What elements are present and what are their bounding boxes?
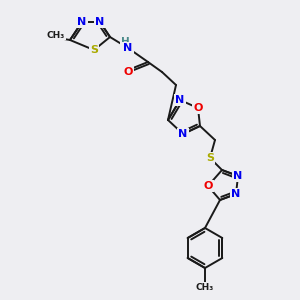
Text: N: N	[233, 171, 243, 181]
Text: N: N	[123, 43, 133, 53]
Text: S: S	[206, 153, 214, 163]
Text: O: O	[193, 103, 203, 113]
Text: H: H	[121, 37, 129, 47]
Text: N: N	[178, 129, 188, 139]
Text: N: N	[77, 17, 87, 27]
Text: CH₃: CH₃	[196, 283, 214, 292]
Text: CH₃: CH₃	[47, 31, 65, 40]
Text: S: S	[90, 45, 98, 55]
Text: N: N	[231, 189, 241, 199]
Text: N: N	[176, 95, 184, 105]
Text: O: O	[203, 181, 213, 191]
Text: O: O	[123, 67, 133, 77]
Text: N: N	[95, 17, 105, 27]
